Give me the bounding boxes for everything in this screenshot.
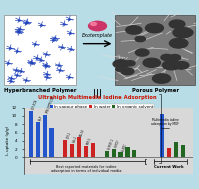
Text: |||: ||| [93, 89, 102, 98]
Circle shape [161, 54, 173, 60]
Circle shape [126, 26, 142, 34]
Bar [125, 147, 130, 157]
Text: MIL-53: MIL-53 [79, 128, 86, 137]
Bar [181, 145, 185, 157]
Y-axis label: I₂ uptake (g/g): I₂ uptake (g/g) [6, 126, 10, 155]
Bar [43, 115, 47, 157]
Bar [160, 114, 164, 157]
Bar [84, 146, 88, 157]
Circle shape [180, 29, 193, 36]
Bar [36, 122, 40, 157]
Text: Cuk-1: Cuk-1 [73, 135, 79, 144]
Circle shape [91, 22, 97, 26]
Circle shape [174, 62, 189, 69]
Text: Cr-MOF: Cr-MOF [114, 139, 121, 149]
Circle shape [113, 60, 129, 68]
Text: Best reported materials for iodine: Best reported materials for iodine [56, 165, 116, 169]
Text: Cu-BTC: Cu-BTC [121, 142, 128, 152]
Text: Porous Polymer: Porous Polymer [132, 88, 179, 93]
Bar [91, 143, 95, 157]
FancyBboxPatch shape [4, 15, 76, 85]
Text: COF-SCN: COF-SCN [31, 99, 39, 111]
Text: Multimedia iodine
adsorption by MOF: Multimedia iodine adsorption by MOF [151, 118, 179, 126]
Circle shape [169, 55, 181, 61]
Bar [105, 151, 109, 157]
Circle shape [173, 28, 192, 38]
FancyBboxPatch shape [115, 15, 195, 85]
Text: Cu-MOF-1: Cu-MOF-1 [107, 138, 115, 151]
Circle shape [135, 36, 145, 42]
Circle shape [143, 58, 160, 67]
Text: MOF-5: MOF-5 [86, 137, 93, 145]
Text: Current Work: Current Work [154, 165, 184, 169]
Bar [174, 142, 178, 157]
Text: adsorption in terms of individual media: adsorption in terms of individual media [51, 169, 121, 173]
Circle shape [121, 68, 134, 75]
Legend: In vapour phase, In water, In organic solvent: In vapour phase, In water, In organic so… [49, 104, 154, 110]
Bar [112, 149, 116, 157]
Bar [77, 138, 81, 157]
Text: TPB-DMTP-COF: TPB-DMTP-COF [45, 96, 56, 115]
Text: Ultrahigh Multimedia Iodine Adsorption: Ultrahigh Multimedia Iodine Adsorption [38, 94, 157, 100]
Text: Exotemplate: Exotemplate [82, 33, 113, 38]
Bar [167, 148, 171, 157]
Circle shape [169, 38, 188, 48]
Bar [49, 128, 54, 157]
Circle shape [169, 20, 185, 28]
Circle shape [162, 60, 180, 70]
Circle shape [135, 49, 149, 56]
Bar [70, 144, 74, 157]
Bar [63, 140, 67, 157]
Circle shape [89, 21, 106, 31]
Text: COF-1: COF-1 [66, 131, 72, 139]
Circle shape [125, 61, 135, 66]
Text: BILP: BILP [38, 115, 44, 122]
Circle shape [152, 74, 171, 83]
Text: Hyperbranched Polymer: Hyperbranched Polymer [4, 88, 76, 93]
Bar [118, 152, 123, 157]
Bar [132, 150, 137, 157]
Circle shape [116, 68, 122, 71]
Circle shape [145, 23, 163, 33]
Bar [29, 111, 33, 157]
